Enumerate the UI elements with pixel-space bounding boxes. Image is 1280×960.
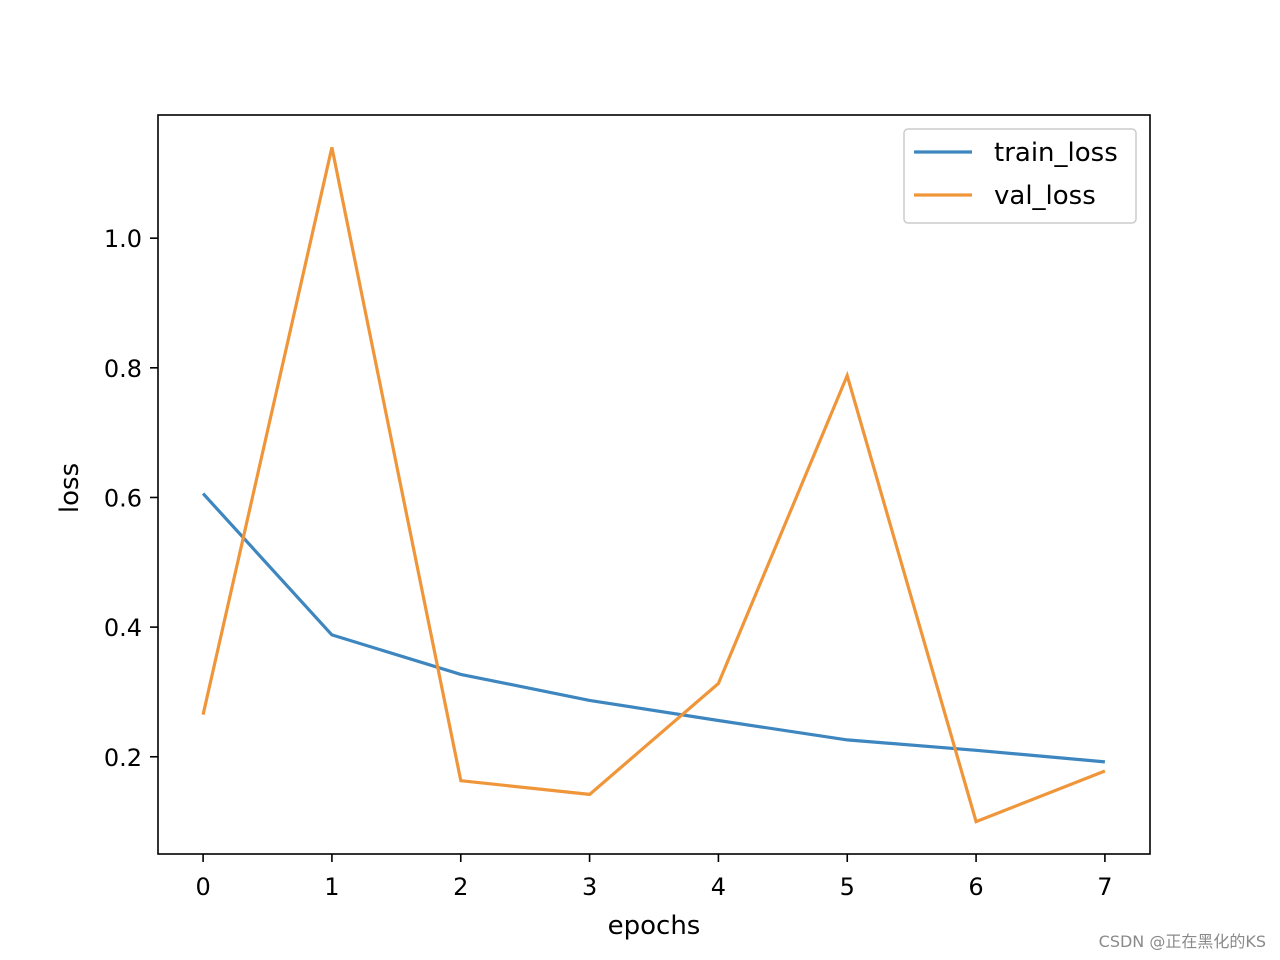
y-tick-label: 1.0 xyxy=(104,225,142,253)
legend-label-train-loss: train_loss xyxy=(994,138,1118,168)
plot-area xyxy=(158,115,1150,854)
x-tick-label: 5 xyxy=(840,873,855,901)
y-tick-label: 0.4 xyxy=(104,614,142,642)
series-lines xyxy=(201,147,1106,824)
x-axis: 0 1 2 3 4 5 6 7 xyxy=(195,854,1113,901)
x-tick-label: 2 xyxy=(453,873,468,901)
x-tick-label: 1 xyxy=(324,873,339,901)
x-tick-label: 4 xyxy=(711,873,726,901)
x-tick-label: 3 xyxy=(582,873,597,901)
y-axis-title: loss xyxy=(55,463,85,513)
y-tick-label: 0.8 xyxy=(104,355,142,383)
x-axis-title: epochs xyxy=(608,911,701,941)
x-tick-label: 0 xyxy=(195,873,210,901)
x-tick-label: 7 xyxy=(1097,873,1112,901)
y-tick-label: 0.2 xyxy=(104,744,142,772)
legend-label-val-loss: val_loss xyxy=(994,181,1096,211)
plot-frame xyxy=(157,114,1151,855)
legend: train_loss val_loss xyxy=(903,128,1137,224)
watermark-text: CSDN @正在黑化的KS xyxy=(1098,932,1266,951)
series-line-val-loss xyxy=(201,147,1106,824)
y-axis: 0.2 0.4 0.6 0.8 1.0 xyxy=(104,225,158,772)
y-tick-label: 0.6 xyxy=(104,484,142,512)
x-tick-label: 6 xyxy=(968,873,983,901)
